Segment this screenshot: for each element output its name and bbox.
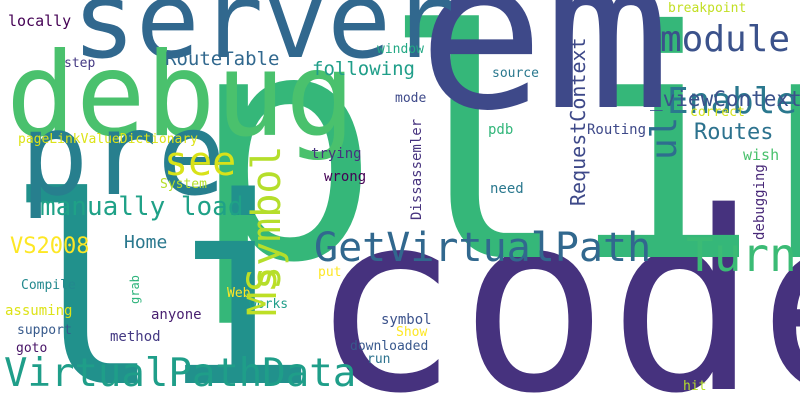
svg-text:RequestContext: RequestContext: [566, 37, 590, 206]
svg-text:grab: grab: [128, 275, 142, 304]
word-wrong: wrong: [324, 169, 367, 185]
word-routing: Routing: [587, 122, 647, 138]
word-routes: Routes: [694, 120, 774, 145]
word-home: Home: [124, 232, 168, 253]
word-see: see: [164, 139, 237, 185]
word-ms: MS: [240, 268, 286, 317]
word-manually-load: manually load: [40, 192, 244, 222]
word-locally: locally: [8, 12, 72, 30]
word-method: method: [110, 329, 161, 345]
word-ul: ul: [644, 117, 685, 161]
svg-text:symbol: symbol: [244, 146, 290, 291]
word-hit: hit: [683, 379, 707, 394]
word-pline: pline: [190, 0, 800, 332]
word-show: Show: [396, 325, 428, 340]
word-wish: wish: [743, 146, 780, 164]
word-system: System: [160, 177, 207, 192]
word-enable: Enable: [667, 81, 798, 122]
word-anyone: anyone: [151, 307, 202, 323]
word-code: code: [310, 160, 800, 400]
word-grab: grab: [125, 275, 142, 305]
word-module: module: [660, 19, 791, 60]
word-dissassemler: Dissassemler: [405, 119, 425, 221]
word-pre: pre: [20, 88, 226, 221]
svg-text:Dissassemler: Dissassemler: [409, 119, 425, 220]
word-support: support: [17, 323, 72, 338]
word-source: source: [492, 66, 539, 81]
word-mode: mode: [395, 91, 427, 106]
word-turn: Turn: [686, 228, 797, 282]
word-symbol-large: symbol: [244, 146, 290, 291]
word-web: Web: [227, 286, 251, 301]
word-breakpoint: breakpoint: [668, 1, 747, 16]
word-works: works: [249, 297, 289, 312]
word-virtualpathdata: VirtualPathData: [4, 351, 357, 396]
word-symbol-small: symbol: [381, 312, 432, 328]
word-trying: trying: [311, 146, 362, 162]
word-compile: Compile: [21, 278, 76, 293]
word-window: window: [377, 42, 424, 57]
word-goto: goto: [16, 341, 48, 356]
svg-text:MS: MS: [240, 268, 286, 316]
word-debug: debug: [6, 28, 356, 163]
word-vs2008: VS2008: [10, 234, 90, 259]
word-pagelinkvaluedictionary: pageLinkValueDictionary: [18, 132, 199, 147]
word-following: following: [312, 58, 415, 80]
word-step: step: [64, 56, 96, 71]
svg-text:ul: ul: [644, 117, 685, 160]
word-debugging: debugging: [748, 164, 768, 241]
word-assuming: assuming: [5, 303, 73, 319]
word-pdb: pdb: [488, 122, 514, 138]
word-routetable: RouteTable: [165, 48, 280, 70]
word-viewcontext: _viewContext: [650, 87, 800, 111]
svg-text:debugging: debugging: [752, 164, 768, 240]
word-run: run: [367, 352, 391, 367]
word-server: server: [72, 0, 455, 82]
word-requestcontext: RequestContext: [563, 37, 590, 207]
word-downloaded: downloaded: [350, 339, 429, 354]
word-need: need: [490, 181, 524, 197]
word-correct: correct: [690, 105, 745, 120]
word-em: em: [418, 0, 671, 157]
word-getvirtualpath: GetVirtualPath: [314, 225, 652, 271]
word-put: put: [318, 265, 342, 280]
word-li: li: [6, 143, 320, 400]
